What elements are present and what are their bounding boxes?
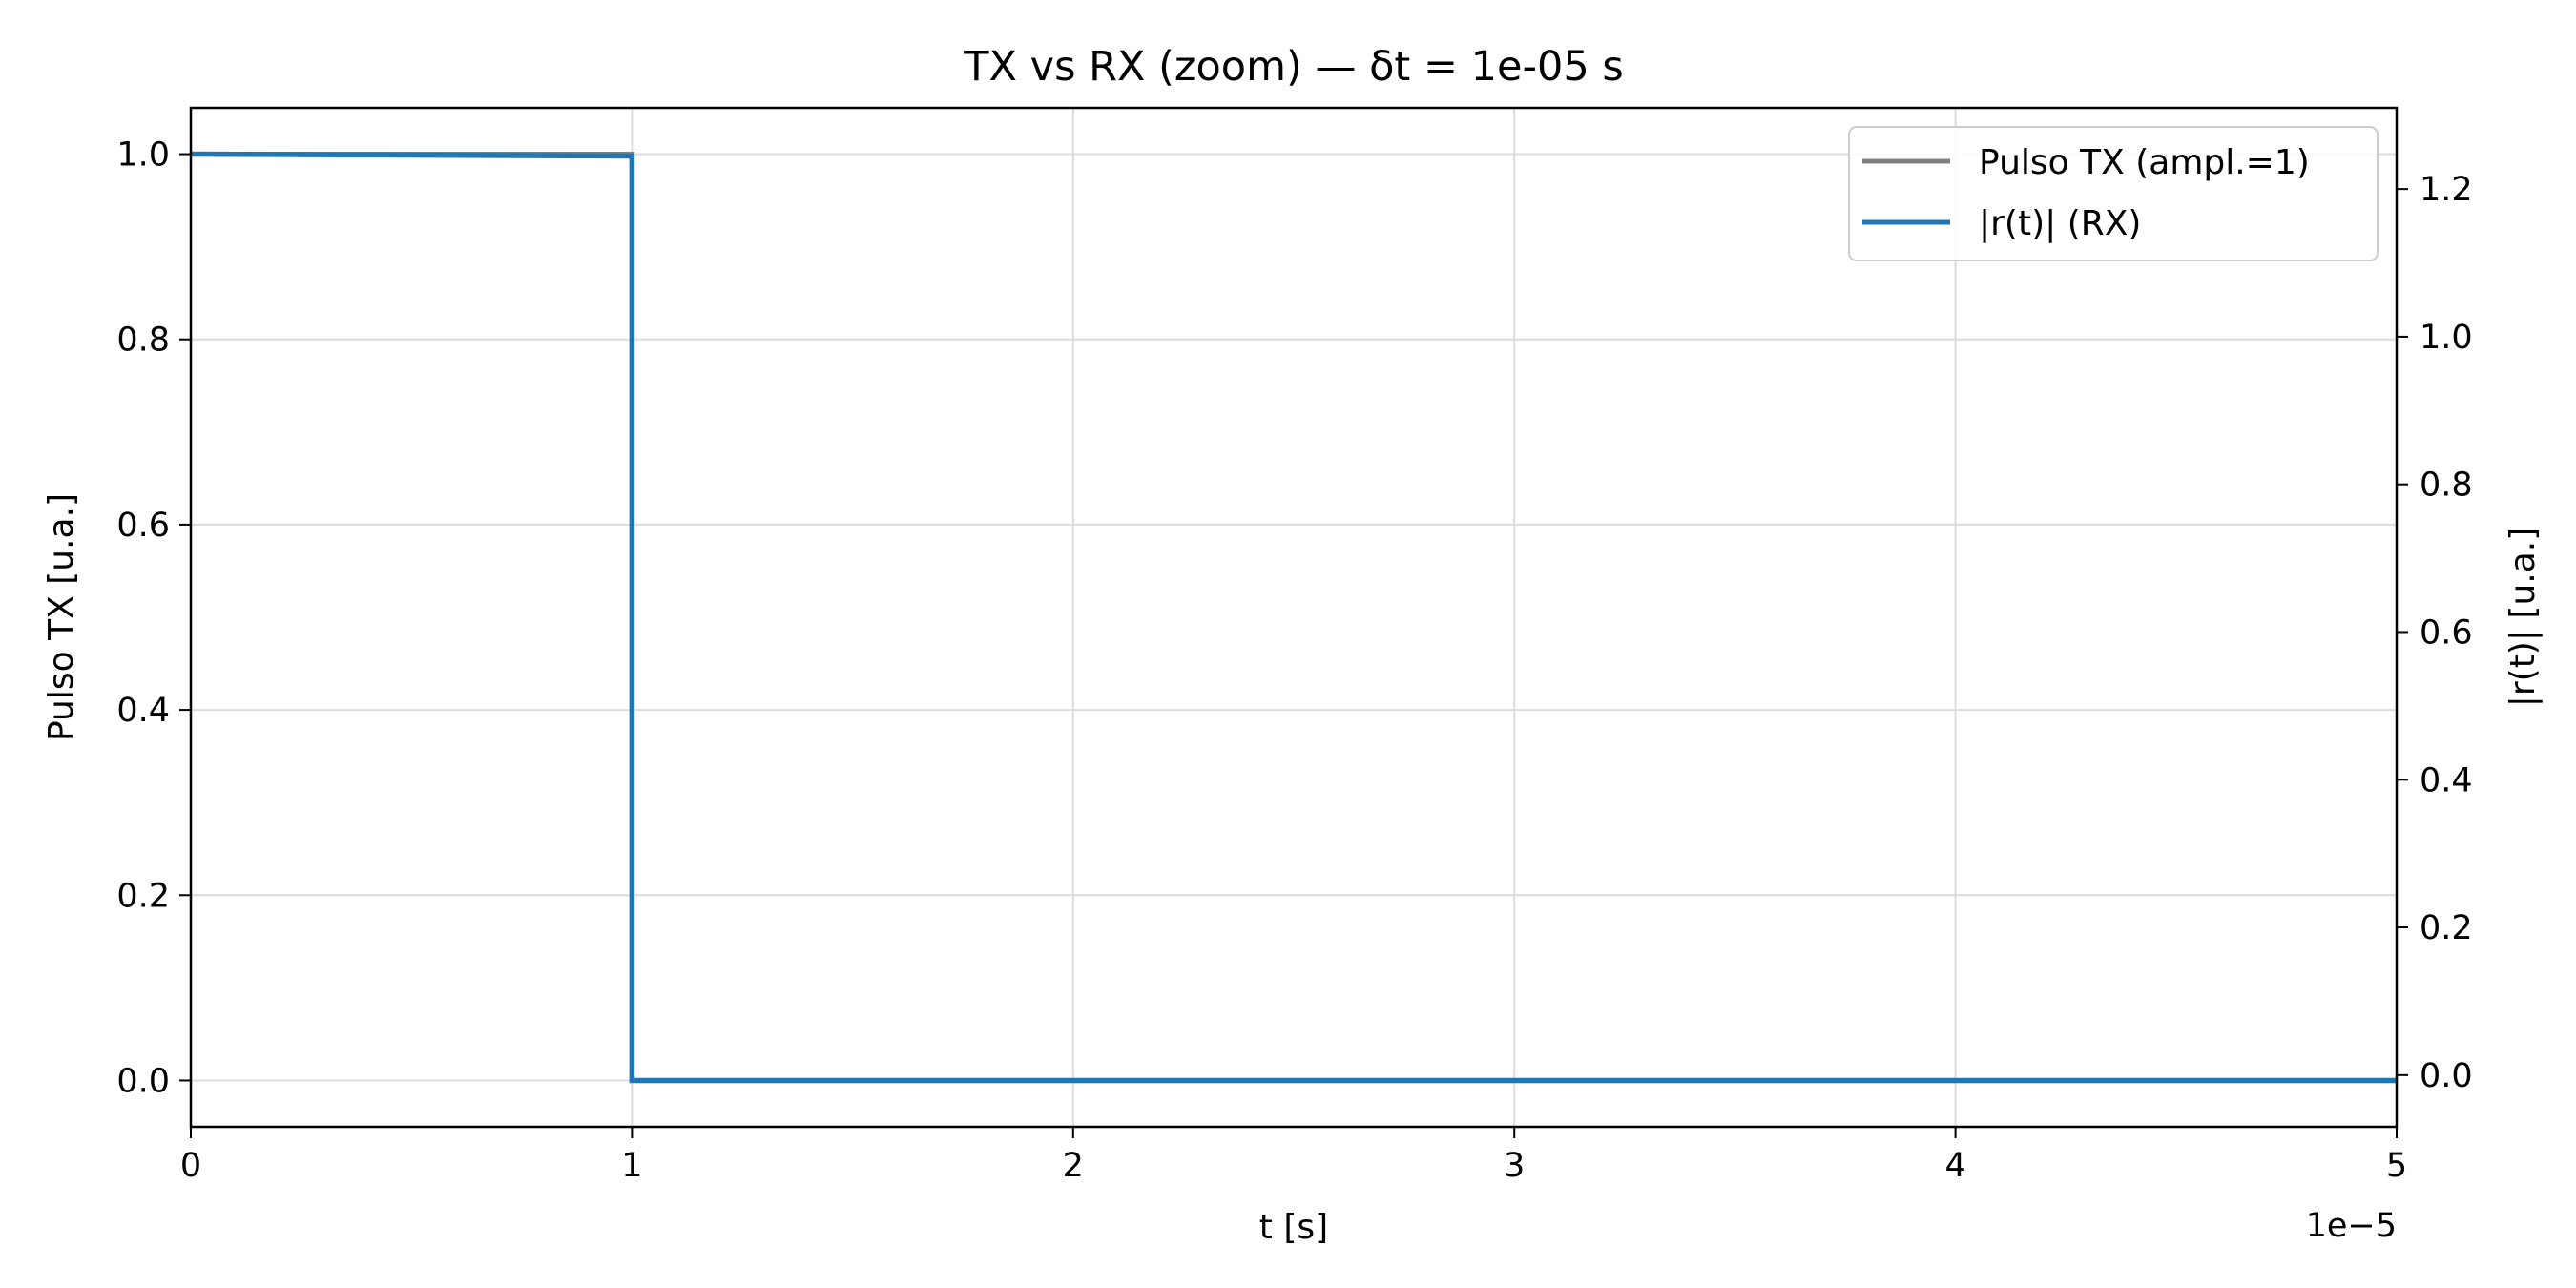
series-line-rx — [190, 151, 2397, 1084]
right-y-tick-label: 1.0 — [2420, 319, 2473, 357]
left-y-tick-label: 0.6 — [116, 507, 170, 545]
axis-labels: TX vs RX (zoom) — δt = 1e-05 s t [s] 1e−… — [42, 43, 2543, 1247]
x-axis-title: t [s] — [1259, 1208, 1328, 1247]
left-y-tick-label: 0.2 — [116, 877, 170, 915]
legend-label: Pulso TX (ampl.=1) — [1979, 143, 2310, 182]
right-y-tick-label: 0.0 — [2420, 1057, 2473, 1095]
right-y-tick-label: 0.2 — [2420, 909, 2473, 947]
right-y-tick-label: 1.2 — [2420, 171, 2473, 209]
x-tick-label: 0 — [180, 1147, 201, 1185]
left-y-tick-label: 1.0 — [116, 136, 170, 175]
plot-lines — [190, 151, 2397, 1084]
plot-frame — [189, 106, 2399, 1129]
left-y-axis-title: Pulso TX [u.a.] — [42, 493, 81, 741]
x-tick-label: 2 — [1063, 1147, 1084, 1185]
legend-label: |r(t)| (RX) — [1979, 204, 2141, 243]
x-tick-label: 5 — [2386, 1147, 2407, 1185]
legend: Pulso TX (ampl.=1) |r(t)| (RX) — [1848, 126, 2379, 261]
legend-box — [1848, 126, 2379, 261]
left-y-tick-label: 0.0 — [116, 1062, 170, 1100]
right-y-tick-label: 0.4 — [2420, 761, 2473, 800]
right-y-tick-label: 0.8 — [2420, 467, 2473, 505]
x-tick-label: 3 — [1504, 1147, 1525, 1185]
x-axis-offset-label: 1e−5 — [2306, 1207, 2397, 1245]
axis-ticks: 0 1 2 3 4 5 0.0 0.2 0.4 0.6 0.8 1.0 0.0 0.2 0.4 0.6 0.8 1… — [116, 136, 2472, 1185]
left-y-tick-label: 0.8 — [116, 322, 170, 360]
left-y-tick-label: 0.4 — [116, 692, 170, 730]
right-y-axis-title: |r(t)| [u.a.] — [2503, 528, 2543, 708]
right-y-tick-label: 0.6 — [2420, 613, 2473, 652]
x-tick-label: 1 — [621, 1147, 642, 1185]
chart-title: TX vs RX (zoom) — δt = 1e-05 s — [963, 43, 1624, 91]
x-tick-label: 4 — [1944, 1147, 1965, 1185]
